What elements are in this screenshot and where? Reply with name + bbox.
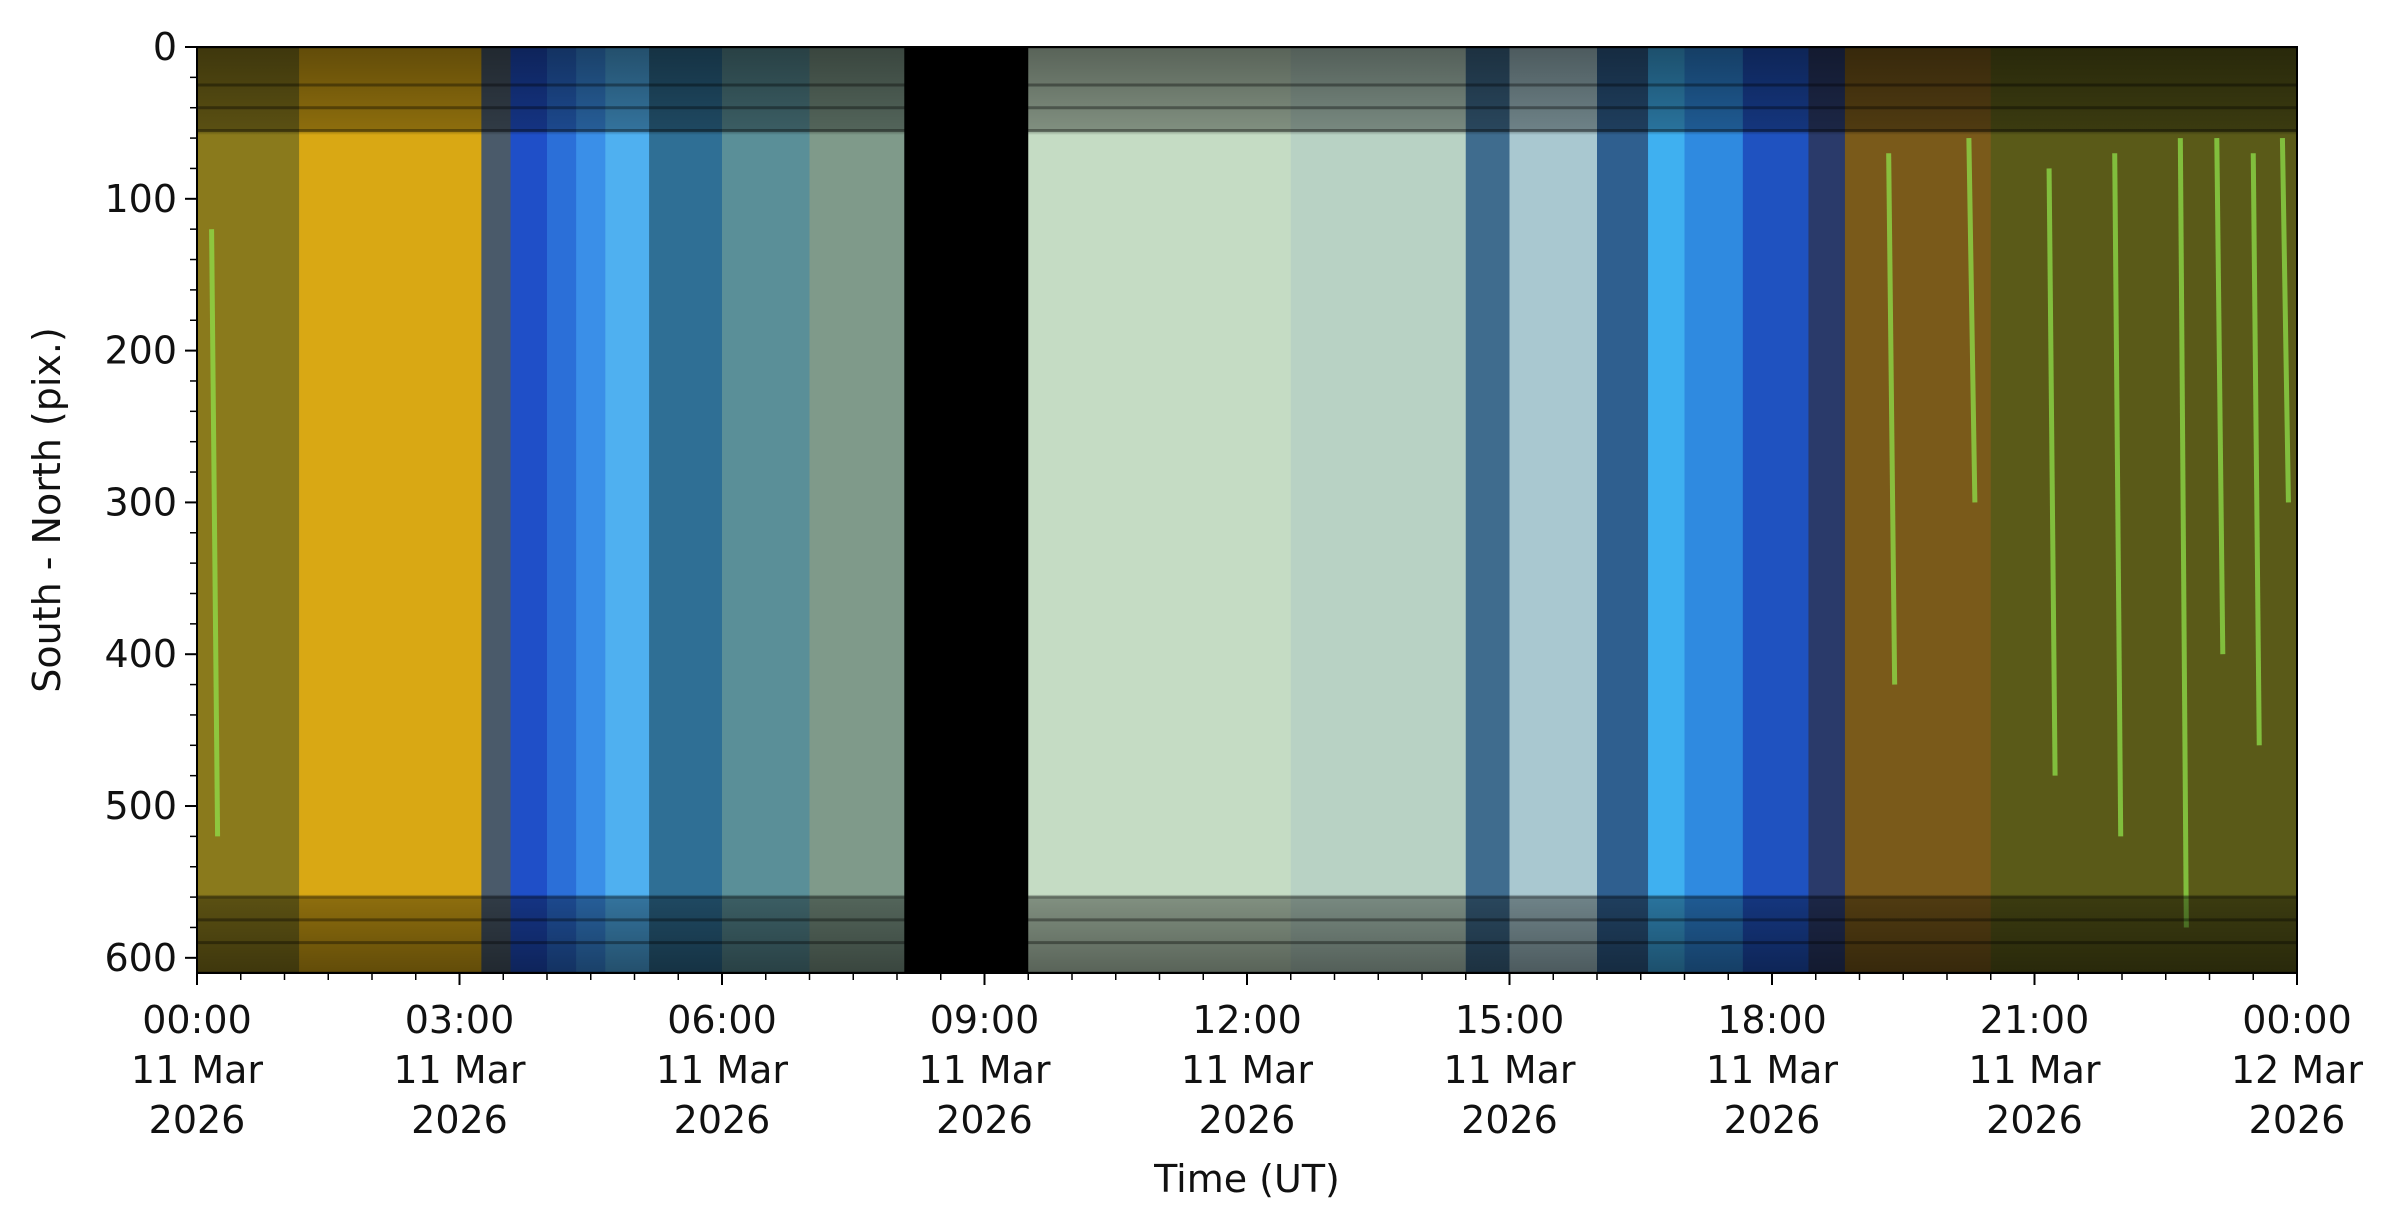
x-tick-label: 11 Mar: [656, 1048, 789, 1092]
x-tick-label: 2026: [149, 1098, 246, 1142]
x-tick-label: 2026: [674, 1098, 771, 1142]
x-tick-label: 11 Mar: [1181, 1048, 1314, 1092]
x-tick-label: 2026: [1986, 1098, 2083, 1142]
y-tick-label: 300: [104, 480, 177, 524]
x-tick-label: 03:00: [405, 998, 515, 1042]
x-tick-label: 15:00: [1455, 998, 1565, 1042]
x-tick-label: 09:00: [930, 998, 1040, 1042]
y-tick-label: 500: [104, 784, 177, 828]
x-tick-label: 11 Mar: [131, 1048, 264, 1092]
y-axis-label: South - North (pix.): [25, 327, 69, 693]
y-tick-label: 200: [104, 329, 177, 373]
x-axis-label: Time (UT): [1153, 1157, 1340, 1201]
x-tick-label: 18:00: [1717, 998, 1827, 1042]
x-tick-label: 12 Mar: [2231, 1048, 2364, 1092]
x-tick-label: 2026: [1199, 1098, 1296, 1142]
x-tick-label: 11 Mar: [393, 1048, 526, 1092]
x-tick-label: 00:00: [142, 998, 252, 1042]
y-tick-label: 100: [104, 177, 177, 221]
x-tick-label: 2026: [2249, 1098, 2346, 1142]
edge-shading: [197, 47, 2297, 973]
x-axis: 00:00 11 Mar 2026 03:00 11 Mar 2026 06:00 11 Ma…: [131, 973, 2364, 1142]
x-tick-label: 11 Mar: [1706, 1048, 1839, 1092]
x-tick-label: 11 Mar: [1443, 1048, 1576, 1092]
x-tick-label: 2026: [1461, 1098, 1558, 1142]
y-tick-label: 600: [104, 936, 177, 980]
x-tick-label: 06:00: [667, 998, 777, 1042]
x-tick-label: 11 Mar: [1968, 1048, 2101, 1092]
x-tick-label: 12:00: [1192, 998, 1302, 1042]
x-tick-label: 2026: [936, 1098, 1033, 1142]
y-axis: 0 100 200 300 400 500 600: [104, 25, 197, 980]
x-tick-label: 2026: [1724, 1098, 1821, 1142]
y-tick-label: 0: [153, 25, 177, 69]
x-tick-label: 21:00: [1980, 998, 2090, 1042]
plot-area: [197, 47, 2297, 973]
y-tick-label: 400: [104, 632, 177, 676]
x-tick-label: 11 Mar: [918, 1048, 1051, 1092]
x-tick-label: 00:00: [2242, 998, 2352, 1042]
x-tick-label: 2026: [411, 1098, 508, 1142]
